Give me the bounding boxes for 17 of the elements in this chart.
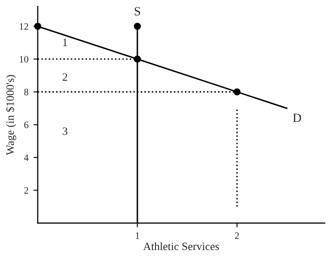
annotation: 1 bbox=[63, 38, 68, 46]
annotation: 2 bbox=[62, 73, 68, 81]
series-label: D bbox=[292, 114, 302, 122]
y-axis-title: Wage (in $1000's) bbox=[6, 74, 16, 156]
y-tick-label: 10 bbox=[20, 56, 28, 63]
point bbox=[134, 56, 141, 63]
y-tick-label: 4 bbox=[24, 154, 29, 161]
y-tick-label: 8 bbox=[24, 88, 28, 96]
y-tick-label: 12 bbox=[20, 23, 28, 30]
point bbox=[34, 22, 42, 30]
x-axis-title: Athletic Services bbox=[143, 242, 219, 250]
point bbox=[234, 88, 241, 96]
y-tick-label: 6 bbox=[24, 122, 28, 128]
point bbox=[134, 22, 141, 30]
annotation: 3 bbox=[62, 127, 68, 135]
series-label: S bbox=[134, 7, 140, 16]
y-tick-label: 2 bbox=[24, 187, 28, 194]
